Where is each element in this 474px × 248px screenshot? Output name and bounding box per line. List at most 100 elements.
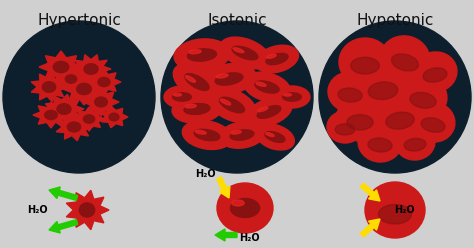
Ellipse shape: [219, 122, 265, 148]
Ellipse shape: [65, 75, 77, 83]
FancyArrow shape: [360, 219, 380, 237]
Ellipse shape: [231, 131, 241, 134]
Ellipse shape: [182, 121, 232, 150]
Ellipse shape: [421, 118, 445, 132]
Text: H₂O: H₂O: [27, 205, 47, 215]
Ellipse shape: [185, 76, 196, 82]
Circle shape: [319, 21, 471, 173]
Polygon shape: [73, 107, 105, 131]
Polygon shape: [66, 190, 109, 230]
Polygon shape: [87, 69, 121, 95]
Ellipse shape: [109, 113, 119, 121]
Ellipse shape: [258, 107, 268, 112]
Ellipse shape: [246, 97, 292, 127]
Polygon shape: [71, 55, 111, 83]
Ellipse shape: [365, 182, 425, 238]
Ellipse shape: [336, 97, 384, 141]
Ellipse shape: [184, 104, 210, 114]
Ellipse shape: [232, 200, 244, 206]
Ellipse shape: [413, 52, 457, 92]
Ellipse shape: [95, 97, 107, 107]
Ellipse shape: [410, 92, 436, 108]
Ellipse shape: [368, 138, 392, 152]
Ellipse shape: [57, 104, 71, 114]
FancyArrow shape: [215, 229, 237, 241]
Ellipse shape: [358, 122, 402, 162]
Text: Isotonic: Isotonic: [207, 13, 267, 28]
Ellipse shape: [392, 54, 419, 71]
Ellipse shape: [244, 72, 291, 102]
Text: H₂O: H₂O: [195, 169, 215, 179]
Ellipse shape: [42, 82, 55, 92]
Ellipse shape: [173, 93, 191, 101]
Ellipse shape: [67, 122, 81, 132]
Ellipse shape: [356, 62, 410, 112]
Polygon shape: [83, 88, 119, 116]
Ellipse shape: [328, 72, 372, 112]
Ellipse shape: [217, 183, 273, 233]
Circle shape: [3, 21, 155, 173]
Text: H₂O: H₂O: [394, 205, 414, 215]
Polygon shape: [101, 106, 128, 128]
Ellipse shape: [374, 93, 426, 141]
Ellipse shape: [255, 81, 279, 93]
Polygon shape: [33, 102, 69, 128]
Ellipse shape: [255, 45, 299, 73]
Ellipse shape: [83, 115, 95, 123]
Ellipse shape: [266, 133, 274, 137]
Ellipse shape: [266, 53, 288, 65]
Ellipse shape: [395, 124, 435, 160]
Ellipse shape: [255, 124, 294, 150]
Ellipse shape: [84, 64, 98, 74]
Ellipse shape: [220, 99, 231, 105]
Ellipse shape: [327, 111, 363, 143]
Text: H₂O: H₂O: [239, 233, 259, 243]
Ellipse shape: [347, 115, 373, 130]
Ellipse shape: [283, 93, 292, 96]
Ellipse shape: [220, 37, 270, 69]
Ellipse shape: [173, 64, 221, 100]
Ellipse shape: [173, 93, 182, 96]
Ellipse shape: [194, 129, 220, 141]
Ellipse shape: [380, 36, 430, 82]
Ellipse shape: [164, 86, 200, 108]
Ellipse shape: [77, 83, 91, 94]
Circle shape: [161, 21, 313, 173]
FancyArrow shape: [49, 219, 78, 233]
Ellipse shape: [230, 198, 260, 217]
Ellipse shape: [267, 55, 276, 58]
Ellipse shape: [233, 48, 244, 53]
Ellipse shape: [188, 49, 217, 61]
Ellipse shape: [217, 74, 228, 78]
Ellipse shape: [283, 93, 301, 101]
Ellipse shape: [98, 77, 110, 87]
Ellipse shape: [265, 132, 285, 142]
FancyArrow shape: [217, 177, 230, 198]
Text: Hypertonic: Hypertonic: [37, 13, 121, 28]
Ellipse shape: [185, 104, 196, 108]
Ellipse shape: [386, 112, 414, 129]
Ellipse shape: [257, 106, 281, 118]
Ellipse shape: [208, 88, 256, 123]
Ellipse shape: [172, 95, 222, 123]
Ellipse shape: [195, 130, 206, 134]
Ellipse shape: [351, 57, 379, 74]
Ellipse shape: [215, 73, 243, 85]
FancyArrow shape: [360, 183, 380, 201]
Polygon shape: [31, 72, 68, 102]
Ellipse shape: [202, 63, 255, 94]
Text: Hypotonic: Hypotonic: [356, 13, 434, 28]
Polygon shape: [56, 113, 93, 141]
Polygon shape: [56, 67, 87, 91]
Ellipse shape: [174, 39, 230, 71]
Ellipse shape: [53, 62, 69, 73]
Ellipse shape: [256, 82, 266, 86]
Ellipse shape: [274, 86, 310, 108]
FancyArrow shape: [49, 187, 78, 200]
Polygon shape: [63, 73, 105, 105]
Ellipse shape: [379, 204, 411, 224]
Ellipse shape: [219, 97, 245, 113]
Polygon shape: [39, 51, 83, 83]
Ellipse shape: [368, 82, 398, 99]
Ellipse shape: [79, 203, 95, 217]
